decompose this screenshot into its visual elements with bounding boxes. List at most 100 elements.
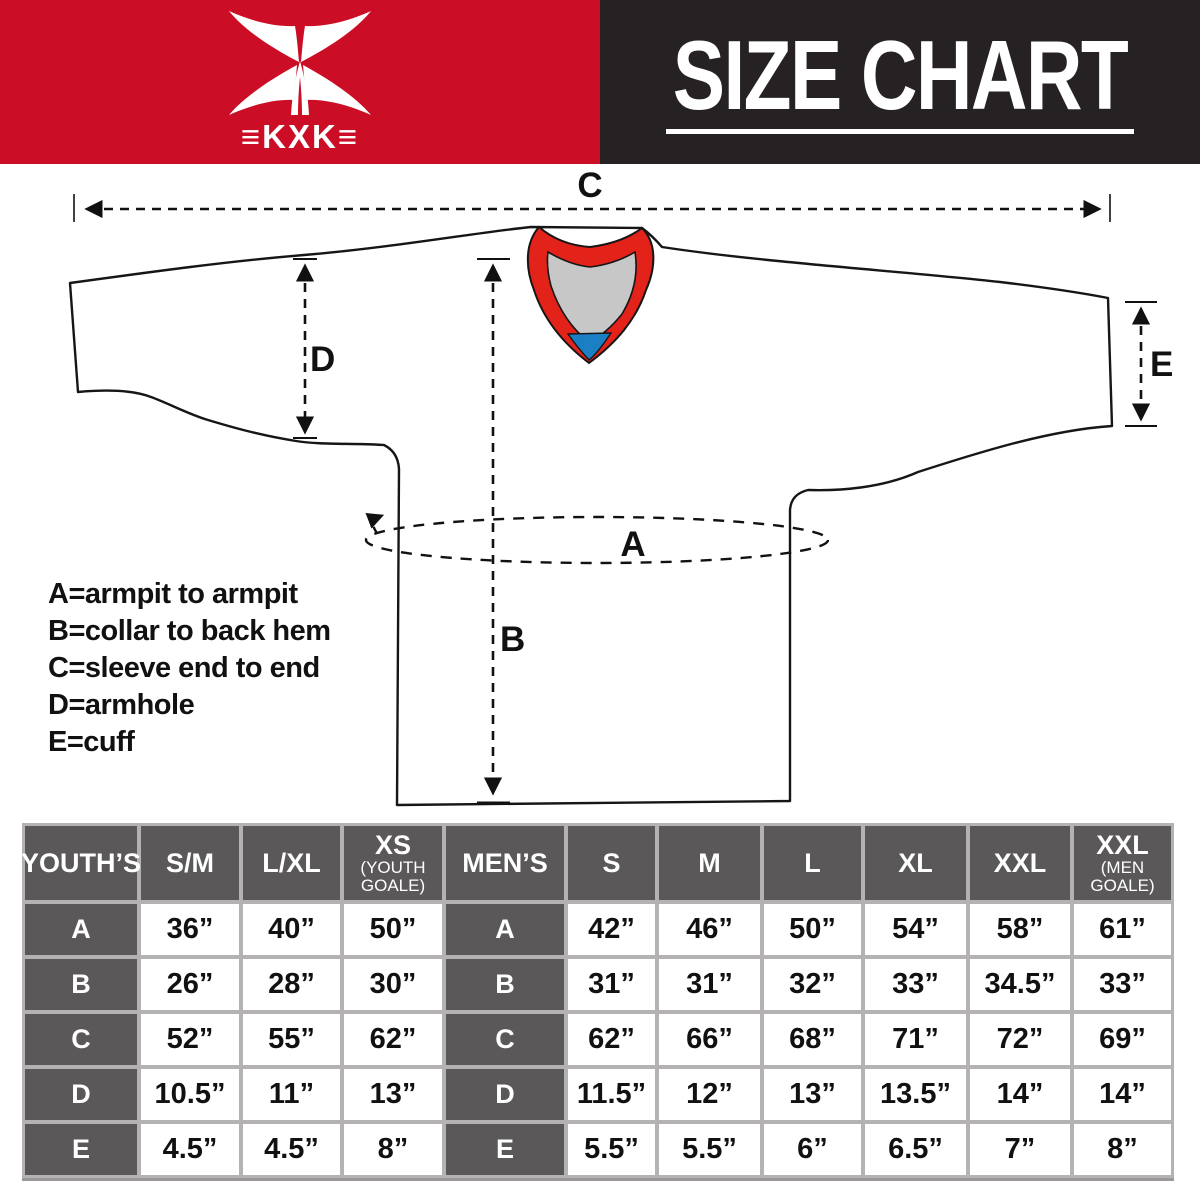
- value-cell: 54”: [865, 904, 966, 955]
- measure-label-b: B: [500, 620, 525, 659]
- value-cell: 6.5”: [865, 1124, 966, 1175]
- page-title: SIZE CHART: [672, 19, 1129, 130]
- row-label: E: [446, 1124, 564, 1175]
- value-cell: 8”: [344, 1124, 442, 1175]
- goalie-size: XXL: [1096, 829, 1149, 860]
- measure-a-ellipse: [364, 512, 830, 565]
- value-cell: 50”: [764, 904, 861, 955]
- value-cell: 5.5”: [568, 1124, 655, 1175]
- collar-inner-gray: [546, 250, 637, 343]
- value-cell: 6”: [764, 1124, 861, 1175]
- legend-line: C=sleeve end to end: [48, 652, 320, 684]
- legend-line: A=armpit to armpit: [48, 578, 298, 610]
- value-cell: 4.5”: [243, 1124, 340, 1175]
- header-cell-men-goalie: XXL (MEN GOALE): [1074, 826, 1171, 900]
- value-cell: 72”: [970, 1014, 1070, 1065]
- top-banner: ≡KXK≡ SIZE CHART: [0, 0, 1200, 164]
- row-label: D: [25, 1069, 137, 1120]
- row-label: B: [25, 959, 137, 1010]
- value-cell: 34.5”: [970, 959, 1070, 1010]
- measure-label-c: C: [577, 166, 602, 205]
- value-cell: 8”: [1074, 1124, 1171, 1175]
- measure-label-a: A: [620, 525, 645, 564]
- value-cell: 71”: [865, 1014, 966, 1065]
- value-cell: 52”: [141, 1014, 239, 1065]
- header-cell-men-size: L: [764, 826, 861, 900]
- value-cell: 14”: [1074, 1069, 1171, 1120]
- jersey-outline: [68, 225, 1114, 807]
- value-cell: 36”: [141, 904, 239, 955]
- title-underline: [666, 129, 1134, 135]
- goalie-note: (MEN GOALE): [1090, 858, 1155, 896]
- measure-c-arrow: [73, 194, 1111, 222]
- title-panel: SIZE CHART: [600, 0, 1200, 164]
- brand-wordmark: ≡KXK≡: [240, 118, 360, 155]
- row-label: B: [446, 959, 564, 1010]
- value-cell: 31”: [659, 959, 760, 1010]
- value-cell: 32”: [764, 959, 861, 1010]
- header-cell-men-size: S: [568, 826, 655, 900]
- value-cell: 13”: [344, 1069, 442, 1120]
- value-cell: 62”: [568, 1014, 655, 1065]
- header-cell-men-size: XXL: [970, 826, 1070, 900]
- goalie-size: XS: [374, 829, 412, 860]
- value-cell: 61”: [1074, 904, 1171, 955]
- jersey-diagram: C D B A E: [68, 166, 1173, 807]
- value-cell: 69”: [1074, 1014, 1171, 1065]
- value-cell: 5.5”: [659, 1124, 760, 1175]
- row-label: C: [446, 1014, 564, 1065]
- value-cell: 4.5”: [141, 1124, 239, 1175]
- header-cell-men-size: M: [659, 826, 760, 900]
- value-cell: 58”: [970, 904, 1070, 955]
- legend-line: B=collar to back hem: [48, 615, 331, 647]
- value-cell: 50”: [344, 904, 442, 955]
- size-chart-table: YOUTH’S S/M L/XL XS (YOUTH GOALE) MEN’S …: [21, 823, 1174, 1181]
- value-cell: 33”: [1074, 959, 1171, 1010]
- measure-b-arrow: [477, 258, 510, 805]
- value-cell: 14”: [970, 1069, 1070, 1120]
- value-cell: 66”: [659, 1014, 760, 1065]
- value-cell: 13”: [764, 1069, 861, 1120]
- value-cell: 11”: [243, 1069, 340, 1120]
- measure-e-arrow: [1125, 301, 1157, 427]
- row-label: C: [25, 1014, 137, 1065]
- value-cell: 13.5”: [865, 1069, 966, 1120]
- value-cell: 30”: [344, 959, 442, 1010]
- value-cell: 68”: [764, 1014, 861, 1065]
- collar: [526, 225, 655, 365]
- value-cell: 33”: [865, 959, 966, 1010]
- value-cell: 31”: [568, 959, 655, 1010]
- value-cell: 40”: [243, 904, 340, 955]
- row-label: A: [446, 904, 564, 955]
- measure-label-e: E: [1150, 345, 1173, 384]
- kxk-logo-emblem: [229, 11, 371, 115]
- value-cell: 10.5”: [141, 1069, 239, 1120]
- value-cell: 62”: [344, 1014, 442, 1065]
- legend-line: D=armhole: [48, 689, 195, 721]
- brand-panel: ≡KXK≡: [0, 0, 600, 164]
- header-cell-youth-size: S/M: [141, 826, 239, 900]
- value-cell: 46”: [659, 904, 760, 955]
- goalie-note: (YOUTH GOALE): [360, 858, 426, 896]
- collar-blue-insert: [566, 332, 613, 361]
- value-cell: 55”: [243, 1014, 340, 1065]
- value-cell: 7”: [970, 1124, 1070, 1175]
- value-cell: 11.5”: [568, 1069, 655, 1120]
- value-cell: 12”: [659, 1069, 760, 1120]
- header-cell-youth-size: L/XL: [243, 826, 340, 900]
- value-cell: 26”: [141, 959, 239, 1010]
- value-cell: 28”: [243, 959, 340, 1010]
- measure-d-arrow: [293, 258, 317, 439]
- value-cell: 42”: [568, 904, 655, 955]
- header-cell-men-size: XL: [865, 826, 966, 900]
- measurement-legend: A=armpit to armpit B=collar to back hem …: [48, 576, 331, 761]
- row-label: D: [446, 1069, 564, 1120]
- header-cell-youth-goalie: XS (YOUTH GOALE): [344, 826, 442, 900]
- header-cell-men: MEN’S: [446, 826, 564, 900]
- legend-line: E=cuff: [48, 726, 135, 758]
- row-label: A: [25, 904, 137, 955]
- header-cell-youth: YOUTH’S: [21, 826, 141, 900]
- row-label: E: [25, 1124, 137, 1175]
- measure-label-d: D: [310, 340, 335, 379]
